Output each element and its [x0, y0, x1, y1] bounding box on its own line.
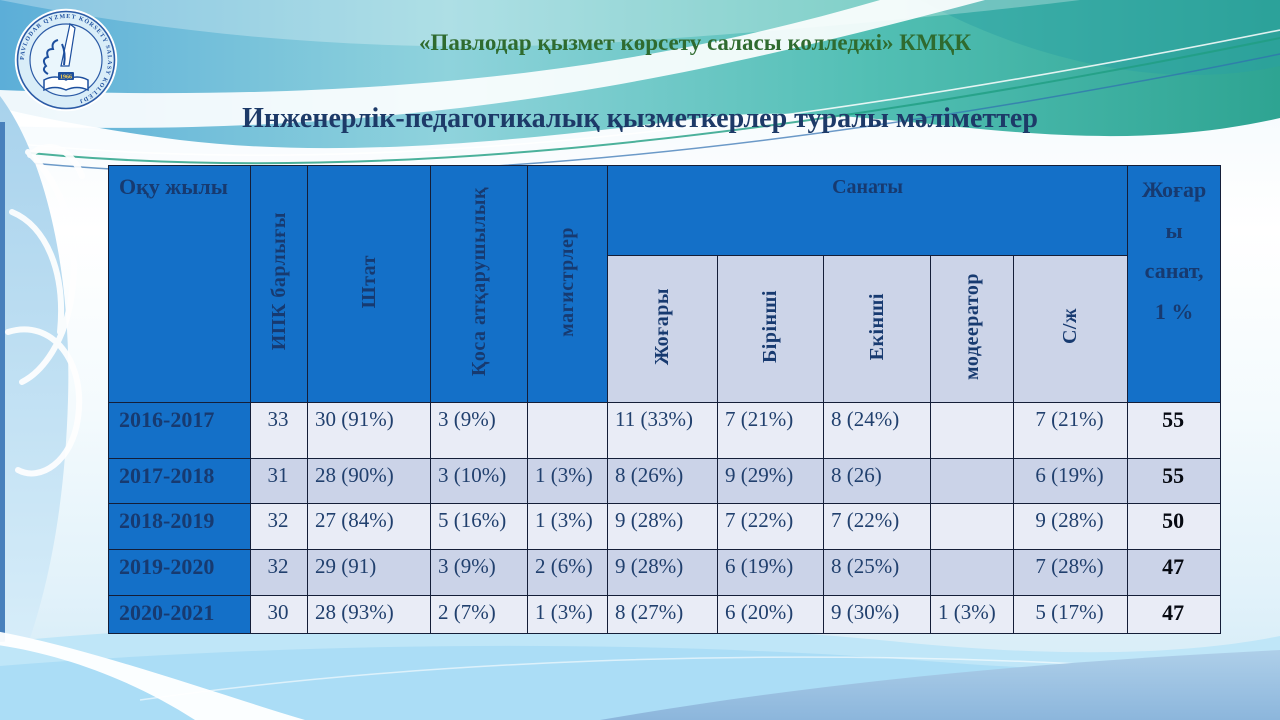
cell-ipk-total: 30 — [250, 595, 308, 634]
col-header-staff: Штат — [307, 165, 431, 403]
cell-szh: 5 (17%) — [1012, 595, 1129, 634]
cell-year: 2020-2021 — [108, 595, 251, 634]
cell-ipk-total: 32 — [250, 503, 308, 550]
cell-high: 8 (27%) — [607, 595, 718, 634]
cell-staff: 29 (91) — [307, 549, 431, 596]
cell-total: 47 — [1127, 595, 1222, 634]
header-row-sub: Жоғары Бірінші Екінші модеератор С/ж — [109, 255, 1221, 403]
col-header-masters: магистрлер — [527, 165, 608, 403]
cell-parttime: 3 (9%) — [430, 402, 528, 459]
cell-masters — [527, 402, 608, 459]
cell-year: 2017-2018 — [108, 458, 251, 504]
cell-first: 6 (19%) — [717, 549, 824, 596]
cell-second: 8 (24%) — [823, 402, 931, 459]
cell-moderator — [930, 549, 1014, 596]
cell-szh: 7 (28%) — [1012, 549, 1129, 596]
table-row: 2016-2017 33 30 (91%) 3 (9%) 11 (33%) 7 … — [108, 402, 1222, 459]
col-header-first: Бірінші — [717, 255, 824, 403]
cell-year: 2019-2020 — [108, 549, 251, 596]
cell-second: 8 (25%) — [823, 549, 931, 596]
cell-total: 47 — [1127, 549, 1222, 596]
cell-masters: 1 (3%) — [527, 595, 608, 634]
cell-moderator: 1 (3%) — [930, 595, 1014, 634]
cell-high: 11 (33%) — [607, 402, 718, 459]
col-header-parttime: Қоса атқарушылық — [430, 165, 528, 403]
cell-moderator — [930, 503, 1014, 550]
cell-masters: 2 (6%) — [527, 549, 608, 596]
cell-parttime: 5 (16%) — [430, 503, 528, 550]
cell-parttime: 3 (9%) — [430, 549, 528, 596]
college-name: «Павлодар қызмет көрсету саласы колледжі… — [418, 30, 972, 55]
cell-first: 7 (21%) — [717, 402, 824, 459]
page-title: Инженерлік-педагогикалық қызметкерлер ту… — [242, 103, 1038, 134]
cell-ipk-total: 33 — [250, 402, 308, 459]
cell-high: 8 (26%) — [607, 458, 718, 504]
staff-data-table: Оқу жылы ИПК барлығы Штат Қоса атқарушыл… — [108, 165, 1222, 634]
college-logo: PAVLODAR QYZMET KÖRSETY SALASY KOLLEDJ 1… — [14, 8, 118, 112]
table-row: 2020-2021 30 28 (93%) 2 (7%) 1 (3%) 8 (2… — [108, 595, 1222, 634]
header-row-top: Оқу жылы ИПК барлығы Штат Қоса атқарушыл… — [108, 165, 1222, 403]
cell-first: 7 (22%) — [717, 503, 824, 550]
cell-parttime: 2 (7%) — [430, 595, 528, 634]
col-header-high: Жоғары — [607, 255, 718, 403]
col-header-highest-category: Жоғар ы санат, 1 % — [1127, 165, 1222, 403]
cell-szh: 7 (21%) — [1012, 402, 1129, 459]
logo-year: 1966 — [60, 75, 72, 81]
cell-total: 55 — [1127, 402, 1222, 459]
table-row: 2017-2018 31 28 (90%) 3 (10%) 1 (3%) 8 (… — [108, 458, 1222, 504]
cell-second: 9 (30%) — [823, 595, 931, 634]
col-group-category: Санаты — [606, 165, 1129, 256]
cell-szh: 6 (19%) — [1012, 458, 1129, 504]
cell-masters: 1 (3%) — [527, 503, 608, 550]
cell-high: 9 (28%) — [607, 549, 718, 596]
cell-year: 2018-2019 — [108, 503, 251, 550]
col-header-ipk-total: ИПК барлығы — [250, 165, 308, 403]
cell-second: 8 (26) — [823, 458, 931, 504]
cell-total: 55 — [1127, 458, 1222, 504]
col-header-moderator: модеератор — [930, 255, 1014, 403]
cell-first: 9 (29%) — [717, 458, 824, 504]
quill-and-book-icon: 1966 — [42, 22, 89, 92]
cell-moderator — [930, 458, 1014, 504]
cell-staff: 28 (90%) — [307, 458, 431, 504]
cell-staff: 28 (93%) — [307, 595, 431, 634]
cell-ipk-total: 32 — [250, 549, 308, 596]
cell-staff: 30 (91%) — [307, 402, 431, 459]
cell-total: 50 — [1127, 503, 1222, 550]
cell-first: 6 (20%) — [717, 595, 824, 634]
cell-year: 2016-2017 — [108, 402, 251, 459]
table-row: 2018-2019 32 27 (84%) 5 (16%) 1 (3%) 9 (… — [108, 503, 1222, 550]
col-header-szh: С/ж — [1012, 255, 1129, 403]
cell-parttime: 3 (10%) — [430, 458, 528, 504]
col-header-second: Екінші — [823, 255, 931, 403]
table-row: 2019-2020 32 29 (91) 3 (9%) 2 (6%) 9 (28… — [108, 549, 1222, 596]
col-header-year: Оқу жылы — [108, 165, 251, 403]
cell-staff: 27 (84%) — [307, 503, 431, 550]
cell-moderator — [930, 402, 1014, 459]
cell-second: 7 (22%) — [823, 503, 931, 550]
cell-masters: 1 (3%) — [527, 458, 608, 504]
cell-szh: 9 (28%) — [1012, 503, 1129, 550]
cell-high: 9 (28%) — [607, 503, 718, 550]
cell-ipk-total: 31 — [250, 458, 308, 504]
